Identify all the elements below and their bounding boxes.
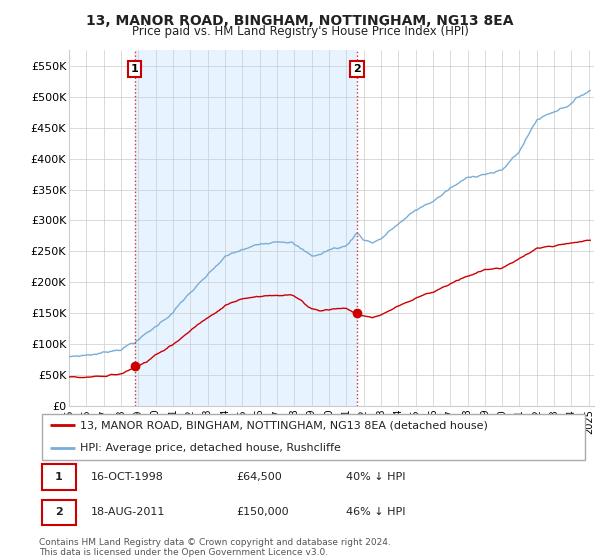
- Text: 13, MANOR ROAD, BINGHAM, NOTTINGHAM, NG13 8EA (detached house): 13, MANOR ROAD, BINGHAM, NOTTINGHAM, NG1…: [80, 420, 488, 430]
- Text: HPI: Average price, detached house, Rushcliffe: HPI: Average price, detached house, Rush…: [80, 444, 341, 454]
- Text: 16-OCT-1998: 16-OCT-1998: [91, 472, 164, 482]
- Bar: [42, 464, 76, 489]
- Text: 13, MANOR ROAD, BINGHAM, NOTTINGHAM, NG13 8EA: 13, MANOR ROAD, BINGHAM, NOTTINGHAM, NG1…: [86, 14, 514, 28]
- Text: 2: 2: [353, 64, 361, 74]
- Bar: [42, 500, 76, 525]
- Text: 40% ↓ HPI: 40% ↓ HPI: [346, 472, 406, 482]
- Text: 46% ↓ HPI: 46% ↓ HPI: [346, 507, 406, 517]
- Text: £150,000: £150,000: [236, 507, 289, 517]
- Text: Contains HM Land Registry data © Crown copyright and database right 2024.
This d: Contains HM Land Registry data © Crown c…: [39, 538, 391, 557]
- Text: £64,500: £64,500: [236, 472, 283, 482]
- Text: 18-AUG-2011: 18-AUG-2011: [91, 507, 166, 517]
- Text: 2: 2: [55, 507, 62, 517]
- Text: Price paid vs. HM Land Registry's House Price Index (HPI): Price paid vs. HM Land Registry's House …: [131, 25, 469, 38]
- Bar: [134, 50, 357, 406]
- Text: 1: 1: [131, 64, 139, 74]
- Text: 1: 1: [55, 472, 62, 482]
